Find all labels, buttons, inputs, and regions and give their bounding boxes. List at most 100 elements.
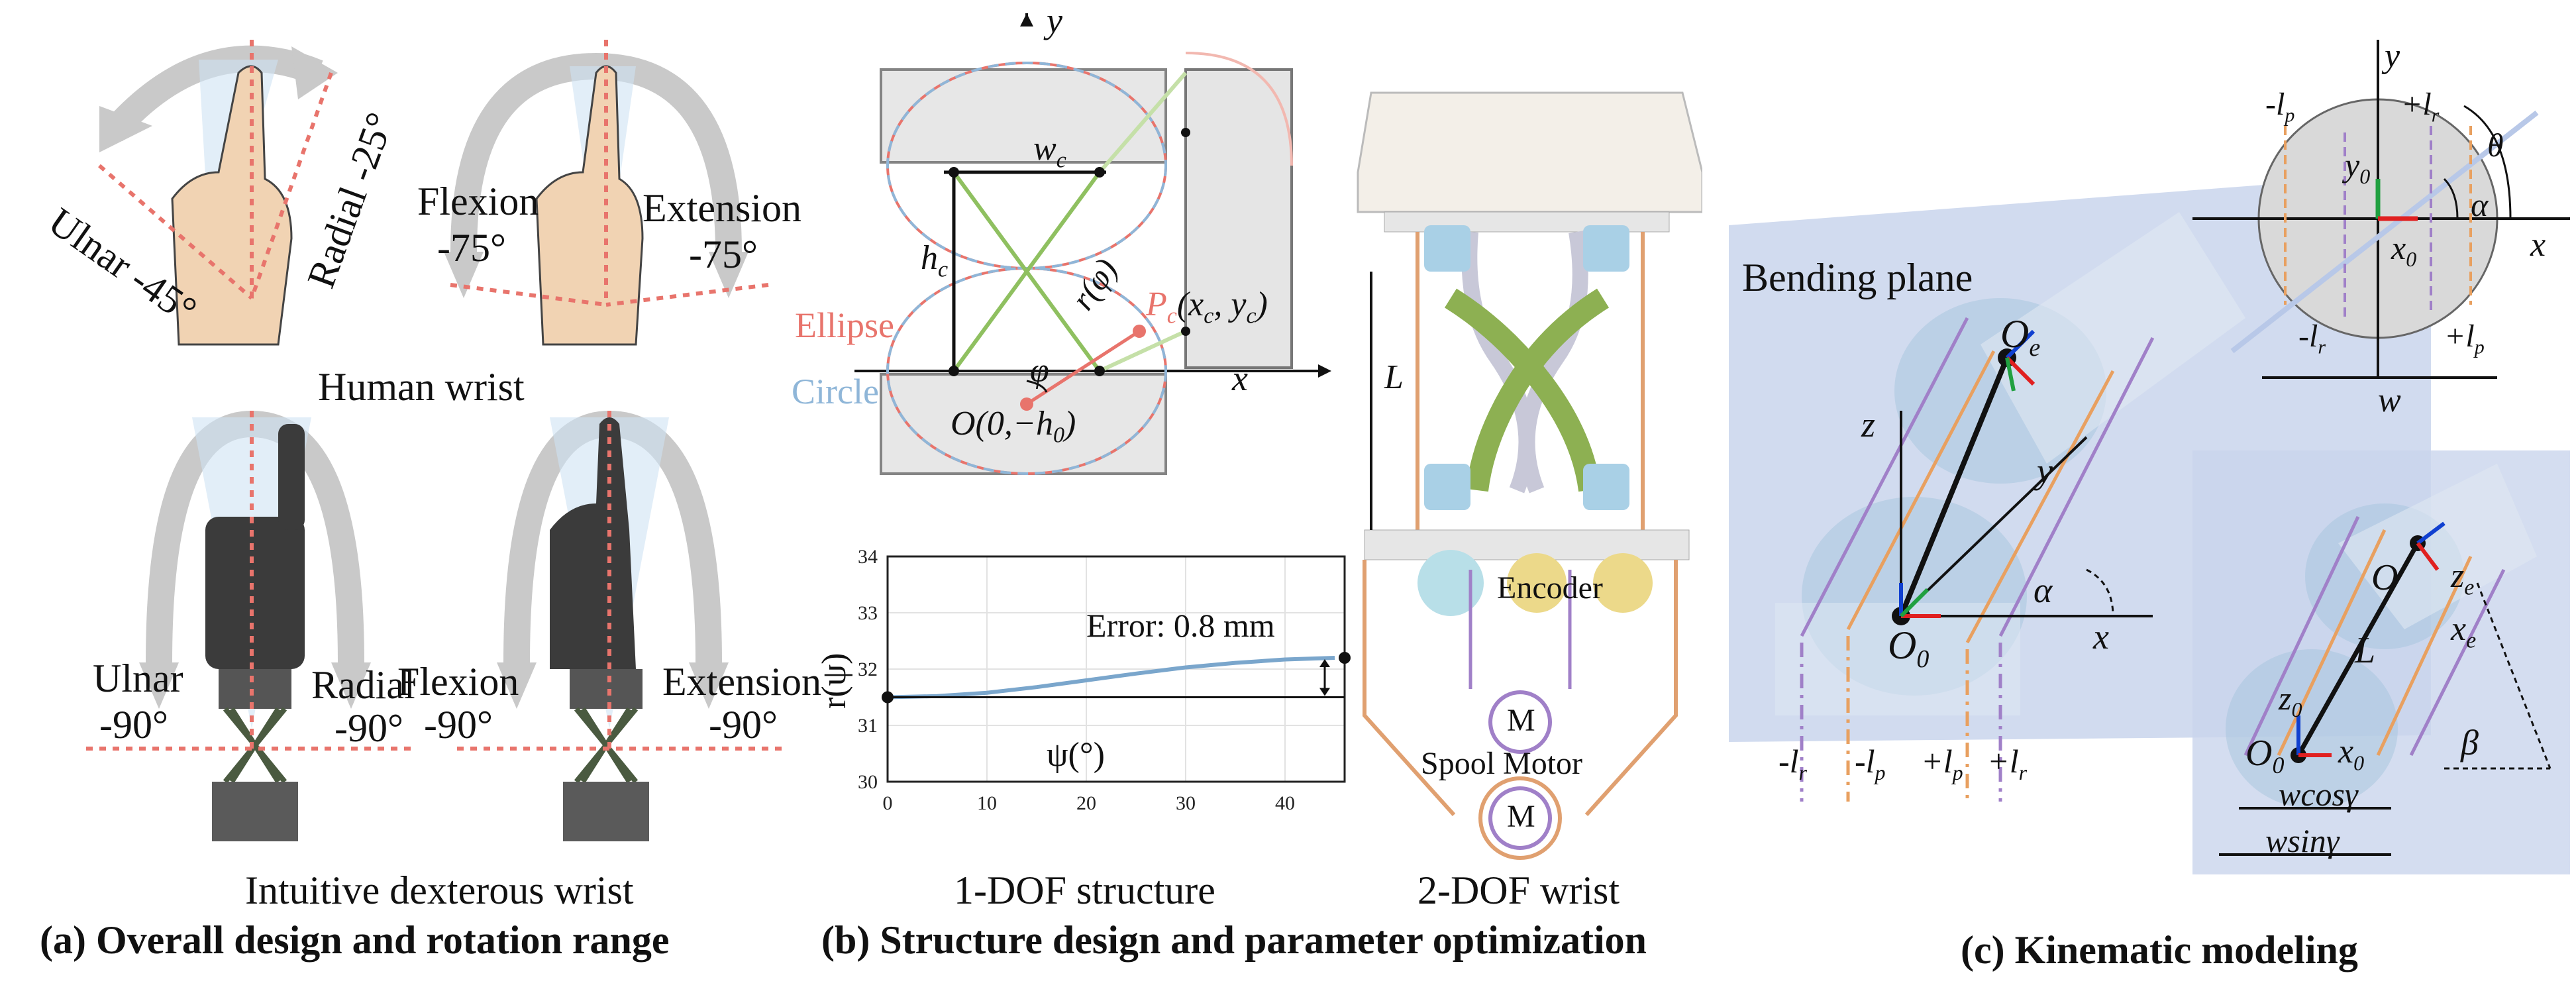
left-x-label: x	[2093, 617, 2109, 656]
model-xe	[2416, 542, 2440, 571]
joint-bl	[1424, 464, 1470, 510]
model-o0-text: O	[2245, 733, 2273, 774]
wrist-block	[570, 669, 643, 709]
chart-series	[882, 652, 1351, 704]
panel-c-title: (c) Kinematic modeling	[1961, 928, 2358, 972]
origin-close: )	[1064, 405, 1076, 443]
encoder-gear	[1507, 553, 1567, 613]
wrist-block	[219, 669, 291, 709]
two-dof-label: 2-DOF wrist	[1417, 868, 1620, 912]
model-x0-label: x0	[2338, 732, 2364, 775]
cs-lr-pos: +lr	[2401, 86, 2439, 127]
pc-x-sub: c	[1204, 303, 1214, 329]
left-lp-neg: -lp	[1855, 742, 1886, 785]
left-o0-label: O0	[1888, 623, 1929, 674]
model-wcos-label: wcosγ	[2279, 776, 2358, 813]
robot-radial-label: Radial	[311, 663, 415, 707]
panel-a-illustration	[86, 40, 782, 841]
human-extension-value: -75°	[689, 233, 758, 276]
model-z0-label: z0	[2279, 679, 2302, 722]
lattice	[223, 707, 287, 784]
robot-flexion-value: -90°	[424, 703, 493, 747]
one-dof-label: 1-DOF structure	[954, 868, 1215, 912]
cs-x0-text: x	[2391, 229, 2406, 266]
left-y-label: y	[2037, 451, 2053, 491]
ellipse-arc	[1185, 52, 1293, 166]
motor-2	[1488, 786, 1552, 850]
pc-y-sub: c	[1246, 303, 1257, 329]
chart-grid	[887, 556, 1345, 782]
cs-lr-pos-text: +l	[2401, 87, 2432, 122]
cs-lp-pos: +lp	[2444, 318, 2485, 359]
green-link-4	[1098, 329, 1187, 373]
panel-a-title: (a) Overall design and rotation range	[40, 918, 670, 962]
lattice	[574, 707, 639, 784]
orange-cables	[1363, 560, 1678, 817]
chart-xlabel: ψ(°)	[1047, 736, 1105, 774]
left-lr-neg: -lr	[1778, 742, 1807, 785]
green-link-3	[1098, 72, 1188, 174]
human-extension-label: Extension	[643, 186, 801, 230]
model-cable-1	[2243, 515, 2360, 757]
robot-ulnar-value: -90°	[99, 703, 168, 747]
left-oe-letter: O	[2000, 312, 2030, 356]
phi-label: φ	[1030, 352, 1049, 390]
motor-1	[1488, 690, 1552, 754]
cs-lr-neg-sub: r	[2318, 336, 2326, 358]
x-arrow	[1318, 364, 1331, 378]
model-xe-label: xe	[2451, 609, 2476, 653]
pivot-2	[1094, 167, 1105, 178]
cs-x-label: x	[2530, 226, 2546, 264]
top-housing	[1357, 91, 1702, 213]
cs-lp-neg: -lp	[2265, 86, 2294, 127]
pc-coord-close: )	[1256, 286, 1268, 323]
link-green-1	[1444, 288, 1601, 492]
cs-theta-arc	[2463, 105, 2512, 219]
model-ze-label: ze	[2451, 556, 2474, 600]
model-xe-sub: e	[2466, 628, 2477, 653]
robot-ulnar-radial	[86, 410, 411, 841]
pc-coord-open: (x	[1176, 286, 1204, 323]
base	[563, 782, 649, 841]
o0-green	[1899, 588, 1930, 618]
origin-text: O(0,−h	[951, 405, 1053, 443]
pc-coord-mid: , y	[1213, 286, 1247, 323]
kinematic-diagrams	[1729, 40, 2570, 874]
cs-alpha-arc	[2443, 178, 2459, 219]
human-flexion-value: -75°	[437, 226, 506, 270]
diagram-y-label: y	[1047, 1, 1062, 40]
circle-legend: Circle	[792, 372, 879, 411]
y-tick-label: 33	[858, 602, 878, 624]
cs-lr-pos-sub: r	[2431, 104, 2440, 127]
diagram-x-label: x	[1232, 358, 1248, 398]
model-o-label: O	[2371, 557, 2398, 598]
cs-lp-pos-text: +l	[2444, 319, 2475, 354]
bending-plane-label: Bending plane	[1742, 256, 1973, 299]
hc-label: hc	[921, 238, 948, 282]
model-xe-text: x	[2451, 610, 2467, 648]
model-x0-sub: 0	[2353, 751, 2365, 775]
human-wrist-label: Human wrist	[318, 365, 525, 409]
cs-lp-neg-text: -l	[2265, 87, 2285, 122]
phi-arc	[1026, 380, 1048, 393]
cable-orange-2	[1965, 370, 2115, 644]
cs-x0-sub: 0	[2406, 247, 2417, 271]
gear-right	[1593, 553, 1653, 613]
model-wsin-label: wsinγ	[2265, 822, 2340, 859]
gear-left	[1417, 550, 1484, 616]
chart-frame	[886, 555, 1346, 783]
wrist-L-label: L	[1384, 358, 1404, 396]
chart-ylabel: r(ψ)	[815, 653, 853, 709]
model-ze-text: z	[2451, 557, 2465, 595]
link-gray-2	[1519, 231, 1588, 494]
cs-x0-label: x0	[2391, 229, 2416, 272]
cable-purple-2	[1998, 337, 2155, 637]
arrow-head-left	[99, 106, 152, 152]
arrow-head-right	[291, 46, 338, 99]
cs-y0-sub: 0	[2359, 164, 2371, 188]
pivot-6	[1181, 327, 1190, 336]
model-ze	[2416, 521, 2446, 545]
model-beta-label: β	[2461, 723, 2479, 762]
radial-limit	[250, 72, 333, 299]
robot-extension-label: Extension	[662, 660, 821, 704]
